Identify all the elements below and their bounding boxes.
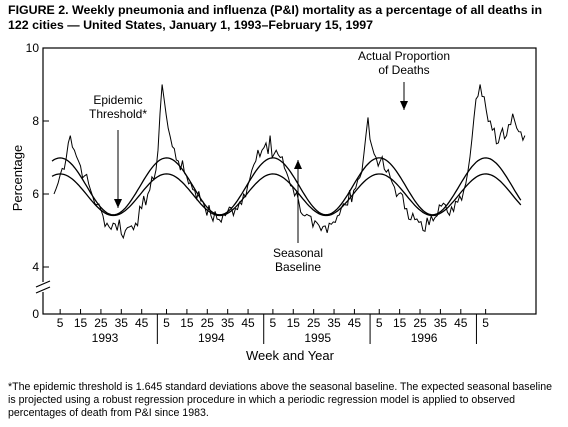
axis-break-mark [35,280,51,288]
x-tick-label: 25 [94,316,108,330]
annotation-baseline-text: Seasonal [273,246,323,260]
axis-break-mark [35,286,51,294]
x-tick-label: 35 [221,316,235,330]
annotation-actual-arrowhead [400,101,408,110]
year-label: 1996 [411,331,438,345]
year-label: 1995 [304,331,331,345]
y-tick-label: 4 [32,260,39,274]
year-label: 1993 [92,331,119,345]
annotation-baseline-text: Baseline [275,260,321,274]
annotation-threshold-text: Threshold* [89,107,147,121]
axis-break-gap [37,282,49,292]
year-label: 1994 [198,331,225,345]
plot-frame [42,47,537,315]
footnote: *The epidemic threshold is 1.645 standar… [8,381,552,419]
x-tick-label: 25 [201,316,215,330]
x-tick-label: 15 [74,316,88,330]
x-tick-label: 15 [393,316,407,330]
x-tick-label: 45 [348,316,362,330]
x-tick-label: 45 [241,316,255,330]
y-tick-label: 6 [32,187,39,201]
y-tick-label: 10 [26,41,40,55]
x-tick-label: 5 [376,316,383,330]
y-tick-label: 0 [32,307,39,321]
axes [35,47,537,344]
x-tick-label: 35 [434,316,448,330]
labels: 0 4 6 8 10 5 15 25 35 45 5 15 25 35 45 5 15 25 35 45 5 15 25 35… [10,41,489,363]
y-tick-label: 8 [32,114,39,128]
x-tick-label: 45 [135,316,149,330]
curves [51,157,522,217]
x-tick-label: 25 [307,316,321,330]
x-tick-label: 5 [163,316,170,330]
x-tick-label: 45 [454,316,468,330]
figure-title: FIGURE 2. Weekly pneumonia and influenza… [8,3,543,32]
x-tick-label: 5 [270,316,277,330]
y-axis-title: Percentage [10,145,25,212]
x-tick-label: 35 [327,316,341,330]
x-axis-title: Week and Year [246,348,335,363]
x-tick-label: 15 [180,316,194,330]
x-tick-label: 25 [413,316,427,330]
x-tick-label: 35 [115,316,129,330]
x-tick-label: 5 [482,316,489,330]
annotation-actual-text: Actual Proportion [358,49,450,63]
actual-proportion-series [53,84,526,240]
annotation-threshold-arrowhead [114,199,122,208]
epidemic-threshold-curve [51,157,522,216]
series [53,84,526,240]
x-tick-label: 15 [287,316,301,330]
annotation-actual-text: of Deaths [378,63,429,77]
annotation-threshold-text: Epidemic [93,93,142,107]
x-tick-label: 5 [57,316,64,330]
seasonal-baseline-curve [51,173,522,217]
annotation-baseline-arrowhead [294,160,302,169]
